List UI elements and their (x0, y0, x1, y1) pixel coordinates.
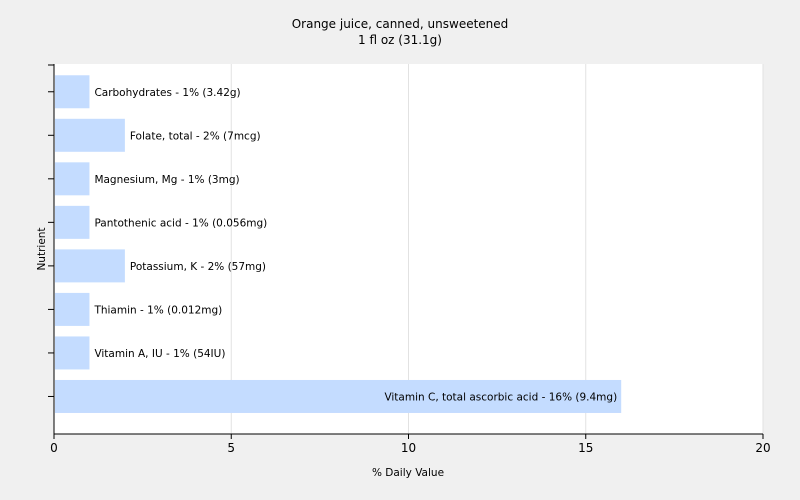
bar-label: Thiamin - 1% (0.012mg) (93, 304, 222, 316)
bar (55, 292, 90, 326)
y-axis-label: Nutrient (36, 227, 48, 270)
x-tick-label: 20 (755, 441, 770, 455)
bar (55, 162, 90, 196)
x-tick-label: 0 (50, 441, 58, 455)
bar-label: Pantothenic acid - 1% (0.056mg) (94, 217, 267, 229)
bar (55, 379, 622, 413)
x-axis-label: % Daily Value (372, 467, 444, 479)
bar-label: Magnesium, Mg - 1% (3mg) (94, 174, 239, 186)
bar-label: Vitamin A, IU - 1% (54IU) (94, 348, 225, 360)
x-tick-label: 15 (578, 441, 593, 455)
bar (55, 118, 125, 152)
bar (55, 336, 90, 370)
bar-label: Folate, total - 2% (7mcg) (130, 130, 261, 142)
bar-label: Potassium, K - 2% (57mg) (130, 261, 266, 273)
bar (55, 205, 90, 239)
chart-title: Orange juice, canned, unsweetened (292, 17, 509, 31)
plot-area: Carbohydrates - 1% (3.42g) Folate, total … (48, 64, 771, 455)
bar (55, 75, 90, 109)
x-tick-label: 5 (227, 441, 235, 455)
bar-label: Vitamin C, total ascorbic acid - 16% (9.… (384, 391, 617, 403)
x-tick-label: 10 (401, 441, 416, 455)
bar-label: Carbohydrates - 1% (3.42g) (94, 87, 240, 99)
bar (55, 249, 125, 283)
chart-subtitle: 1 fl oz (31.1g) (358, 33, 442, 47)
